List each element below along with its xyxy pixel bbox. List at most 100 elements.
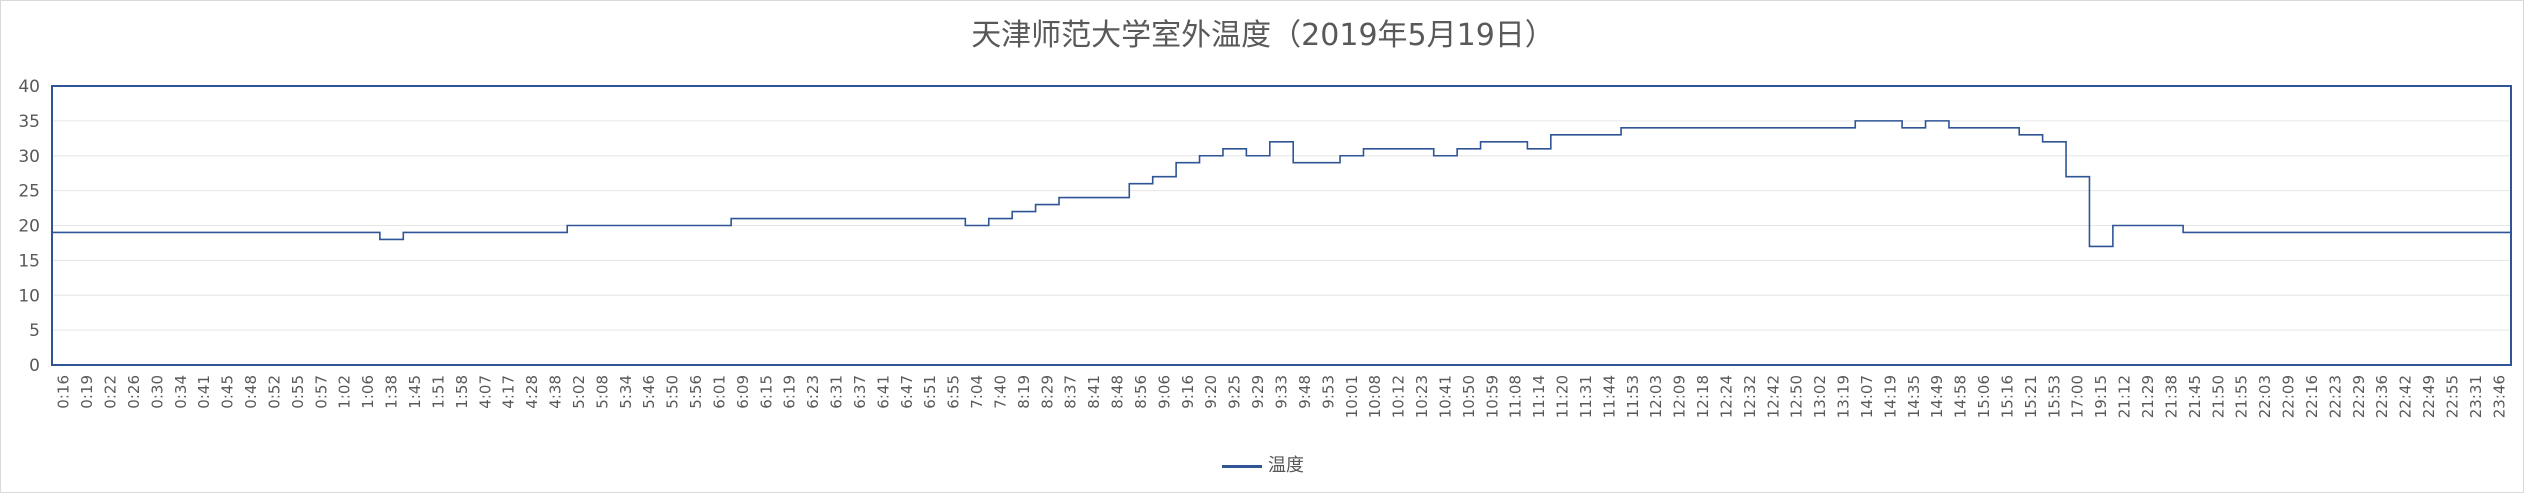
x-tick-label: 6:15 — [757, 375, 775, 409]
x-tick-label: 11:14 — [1530, 375, 1548, 418]
x-tick-label: 6:47 — [898, 375, 916, 409]
x-tick-label: 0:34 — [172, 375, 190, 409]
x-tick-label: 22:55 — [2443, 375, 2461, 418]
x-tick-label: 13:02 — [1811, 375, 1829, 418]
x-tick-label: 22:23 — [2326, 375, 2344, 418]
x-tick-label: 21:38 — [2162, 375, 2180, 418]
x-tick-label: 11:44 — [1600, 375, 1618, 418]
x-tick-label: 15:06 — [1975, 375, 1993, 418]
x-tick-label: 13:19 — [1835, 375, 1853, 418]
x-tick-label: 4:28 — [523, 375, 541, 409]
x-tick-label: 7:04 — [968, 375, 986, 409]
y-tick-label: 35 — [18, 112, 40, 132]
y-tick-label: 30 — [18, 147, 40, 167]
x-tick-label: 22:09 — [2280, 375, 2298, 418]
y-tick-label: 5 — [29, 321, 40, 341]
x-tick-label: 22:03 — [2256, 375, 2274, 418]
x-tick-label: 5:50 — [664, 375, 682, 409]
x-tick-label: 8:41 — [1085, 375, 1103, 409]
y-tick-label: 10 — [18, 286, 40, 306]
x-tick-label: 5:56 — [687, 375, 705, 409]
x-tick-label: 10:08 — [1366, 375, 1384, 418]
x-tick-label: 0:26 — [125, 375, 143, 409]
x-tick-label: 21:50 — [2209, 375, 2227, 418]
y-tick-label: 20 — [18, 217, 40, 237]
x-tick-label: 6:51 — [921, 375, 939, 409]
x-tick-label: 15:21 — [2022, 375, 2040, 418]
x-tick-label: 12:42 — [1764, 375, 1782, 418]
x-tick-label: 12:32 — [1741, 375, 1759, 418]
x-tick-label: 22:36 — [2373, 375, 2391, 418]
x-tick-label: 0:48 — [242, 375, 260, 409]
x-tick-label: 21:45 — [2186, 375, 2204, 418]
x-tick-label: 21:12 — [2116, 375, 2134, 418]
x-tick-label: 12:50 — [1788, 375, 1806, 418]
x-tick-label: 10:12 — [1390, 375, 1408, 418]
x-tick-label: 10:50 — [1460, 375, 1478, 418]
x-tick-label: 4:38 — [547, 375, 565, 409]
x-tick-label: 17:00 — [2069, 375, 2087, 418]
x-tick-label: 8:56 — [1132, 375, 1150, 409]
x-tick-label: 22:16 — [2303, 375, 2321, 418]
x-tick-label: 1:51 — [429, 375, 447, 409]
x-tick-label: 6:55 — [945, 375, 963, 409]
x-tick-label: 0:41 — [195, 375, 213, 409]
legend-label: 温度 — [1268, 455, 1304, 476]
x-tick-label: 0:16 — [55, 375, 73, 409]
x-tick-label: 0:55 — [289, 375, 307, 409]
legend: 温度 — [0, 451, 2526, 477]
x-tick-label: 5:02 — [570, 375, 588, 409]
x-tick-label: 9:48 — [1296, 375, 1314, 409]
x-tick-label: 14:19 — [1881, 375, 1899, 418]
x-tick-label: 10:23 — [1413, 375, 1431, 418]
x-tick-label: 0:57 — [312, 375, 330, 409]
x-tick-label: 23:46 — [2490, 375, 2508, 418]
x-tick-label: 8:37 — [1062, 375, 1080, 409]
x-tick-label: 22:29 — [2350, 375, 2368, 418]
x-tick-label: 12:03 — [1647, 375, 1665, 418]
x-tick-label: 9:16 — [1179, 375, 1197, 409]
x-tick-label: 10:01 — [1343, 375, 1361, 418]
y-tick-label: 40 — [18, 77, 40, 97]
x-tick-label: 9:20 — [1202, 375, 1220, 409]
x-tick-label: 19:15 — [2092, 375, 2110, 418]
x-tick-label: 6:31 — [828, 375, 846, 409]
x-tick-label: 11:20 — [1554, 375, 1572, 418]
x-tick-label: 5:34 — [617, 375, 635, 409]
x-tick-label: 6:23 — [804, 375, 822, 409]
series-line-温度 — [52, 120, 2511, 248]
x-tick-label: 0:30 — [148, 375, 166, 409]
x-tick-label: 21:29 — [2139, 375, 2157, 418]
x-tick-label: 0:19 — [78, 375, 96, 409]
x-tick-label: 10:59 — [1483, 375, 1501, 418]
x-tick-label: 0:52 — [265, 375, 283, 409]
x-tick-label: 1:06 — [359, 375, 377, 409]
x-tick-label: 1:58 — [453, 375, 471, 409]
x-tick-label: 14:58 — [1952, 375, 1970, 418]
x-tick-label: 9:53 — [1319, 375, 1337, 409]
plot-area-border — [51, 85, 2512, 366]
x-tick-label: 9:06 — [1155, 375, 1173, 409]
x-tick-label: 1:02 — [336, 375, 354, 409]
x-tick-label: 12:09 — [1671, 375, 1689, 418]
y-tick-label: 0 — [29, 356, 40, 376]
x-tick-label: 11:08 — [1507, 375, 1525, 418]
x-tick-label: 6:41 — [874, 375, 892, 409]
x-tick-label: 14:35 — [1905, 375, 1923, 418]
x-tick-label: 8:19 — [1015, 375, 1033, 409]
x-tick-label: 9:25 — [1226, 375, 1244, 409]
x-tick-label: 0:22 — [102, 375, 120, 409]
x-tick-label: 12:24 — [1717, 375, 1735, 418]
x-axis-ticks: 0:16 0:19 0:22 0:26 0:30 0:34 0:41 0:45 0:48 0:52… — [55, 375, 2509, 418]
x-tick-label: 14:49 — [1928, 375, 1946, 418]
x-tick-label: 8:48 — [1109, 375, 1127, 409]
x-tick-label: 7:40 — [991, 375, 1009, 409]
y-tick-label: 15 — [18, 251, 40, 271]
x-tick-label: 9:33 — [1273, 375, 1291, 409]
x-tick-label: 22:49 — [2420, 375, 2438, 418]
x-tick-label: 11:53 — [1624, 375, 1642, 418]
x-tick-label: 9:29 — [1249, 375, 1267, 409]
y-axis-ticks: 0 5 10 15 20 25 30 35 40 — [18, 77, 40, 376]
